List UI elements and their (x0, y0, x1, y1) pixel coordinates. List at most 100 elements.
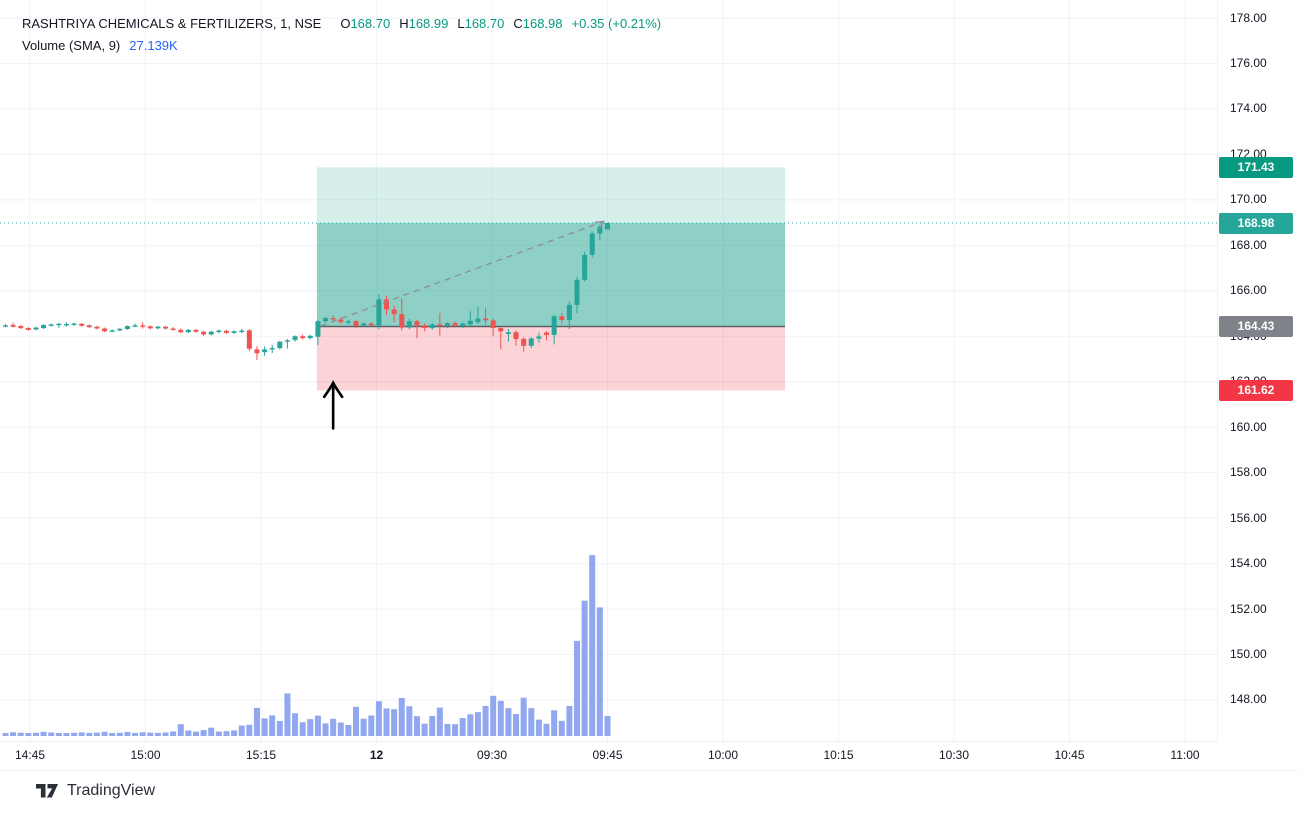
candle (384, 299, 389, 310)
volume-bar (566, 705, 573, 736)
open-value: 168.70 (350, 16, 391, 31)
candle (399, 313, 405, 328)
volume-bar (193, 731, 199, 736)
candle (582, 254, 588, 280)
entry-price-badge: 164.43 (1219, 315, 1293, 337)
candle (18, 326, 24, 329)
current-price-badge: 168.98 (1219, 212, 1293, 234)
price-tick-label: 152.00 (1230, 601, 1267, 616)
time-tick-label: 09:45 (592, 748, 623, 762)
volume-bar (40, 731, 47, 736)
stop-price-badge: 161.62 (1219, 379, 1293, 401)
candle (223, 330, 229, 333)
tradingview-logo[interactable]: TradingView (36, 782, 155, 800)
candle (323, 318, 329, 322)
time-tick-label: 15:15 (245, 748, 277, 762)
candle (551, 316, 557, 335)
trend-arrowhead (594, 220, 605, 230)
candle (604, 223, 610, 230)
volume-bar (177, 724, 184, 736)
volume-bar (276, 720, 283, 736)
time-axis[interactable]: 14:45 15:00 15:15 12 09:30 09:45 10:00 10:15 10:… (0, 742, 1299, 770)
price-axis[interactable]: 178.00 176.00 174.00 172.00 170.00 168.00 166.… (1218, 0, 1299, 770)
candle (86, 325, 92, 328)
volume-bar (48, 732, 55, 736)
symbol-legend-row: RASHTRIYA CHEMICALS & FERTILIZERS, 1, NS… (22, 16, 661, 31)
candle (490, 320, 496, 329)
candle (429, 324, 435, 329)
price-tick-label: 160.00 (1230, 419, 1267, 434)
candle (544, 332, 550, 335)
time-tick-label: 15:00 (130, 748, 161, 762)
low-value: 168.70 (464, 16, 505, 31)
volume-bar (170, 731, 177, 736)
candle (284, 340, 290, 342)
volume-bar (200, 730, 207, 736)
volume-bar (535, 719, 542, 736)
price-change: +0.35 (+0.21%) (571, 16, 662, 31)
candle (94, 326, 100, 329)
volume-bar (505, 708, 512, 736)
volume-bar (467, 714, 474, 736)
volume-bar (543, 723, 550, 736)
chart-legend: RASHTRIYA CHEMICALS & FERTILIZERS, 1, NS… (22, 16, 661, 53)
volume-bar (284, 693, 291, 736)
candle (33, 327, 39, 330)
volume-bar (292, 713, 299, 736)
position-profit-zone-filled[interactable] (316, 223, 785, 327)
candle (246, 330, 252, 349)
candle (345, 321, 351, 323)
price-tick-label: 168.00 (1230, 237, 1267, 252)
volume-bar (223, 731, 230, 736)
volume-bar (528, 708, 535, 736)
volume-bar (474, 712, 481, 736)
candle (566, 304, 572, 320)
volume-bar (269, 715, 276, 736)
position-stop-zone[interactable] (316, 326, 785, 391)
candle (185, 329, 191, 333)
volume-bar (482, 705, 489, 736)
volume-bar (93, 732, 100, 736)
candle (300, 336, 306, 339)
candle (56, 323, 62, 326)
volume-bar (71, 732, 78, 736)
price-tick-label: 174.00 (1230, 101, 1267, 116)
volume-bar (337, 722, 344, 736)
volume-bar (124, 731, 131, 736)
volume-bar (421, 723, 428, 736)
candle (315, 321, 321, 337)
volume-bar (368, 715, 375, 736)
candle (48, 324, 54, 326)
candle (505, 332, 511, 334)
candle (498, 328, 504, 332)
position-profit-zone-upper[interactable] (316, 167, 785, 224)
footer: TradingView (36, 782, 155, 800)
candle (391, 309, 397, 314)
candle (475, 318, 481, 323)
volume-bar (109, 733, 116, 736)
candle (79, 323, 85, 326)
volume-bar (459, 718, 466, 736)
candle (63, 323, 69, 326)
candle (460, 323, 466, 326)
candle (117, 328, 123, 331)
target-price-badge: 171.43 (1219, 156, 1293, 178)
volume-bar (360, 718, 367, 736)
candle (353, 321, 359, 326)
volume-bar (25, 733, 32, 736)
volume-bar (147, 732, 154, 736)
symbol-title[interactable]: RASHTRIYA CHEMICALS & FERTILIZERS, 1, NS… (22, 16, 322, 31)
candle (521, 338, 527, 346)
time-tick-label: 14:45 (14, 748, 46, 762)
volume-bar (162, 732, 169, 736)
volume-indicator-label[interactable]: Volume (SMA, 9) (22, 38, 121, 53)
volume-bar (322, 723, 329, 736)
volume-bar (208, 727, 215, 736)
volume-bar (10, 732, 17, 736)
candle (208, 331, 214, 335)
candle (254, 349, 260, 354)
time-tick-label: 11:00 (1170, 748, 1200, 762)
candle (25, 328, 31, 330)
candle (414, 321, 420, 326)
